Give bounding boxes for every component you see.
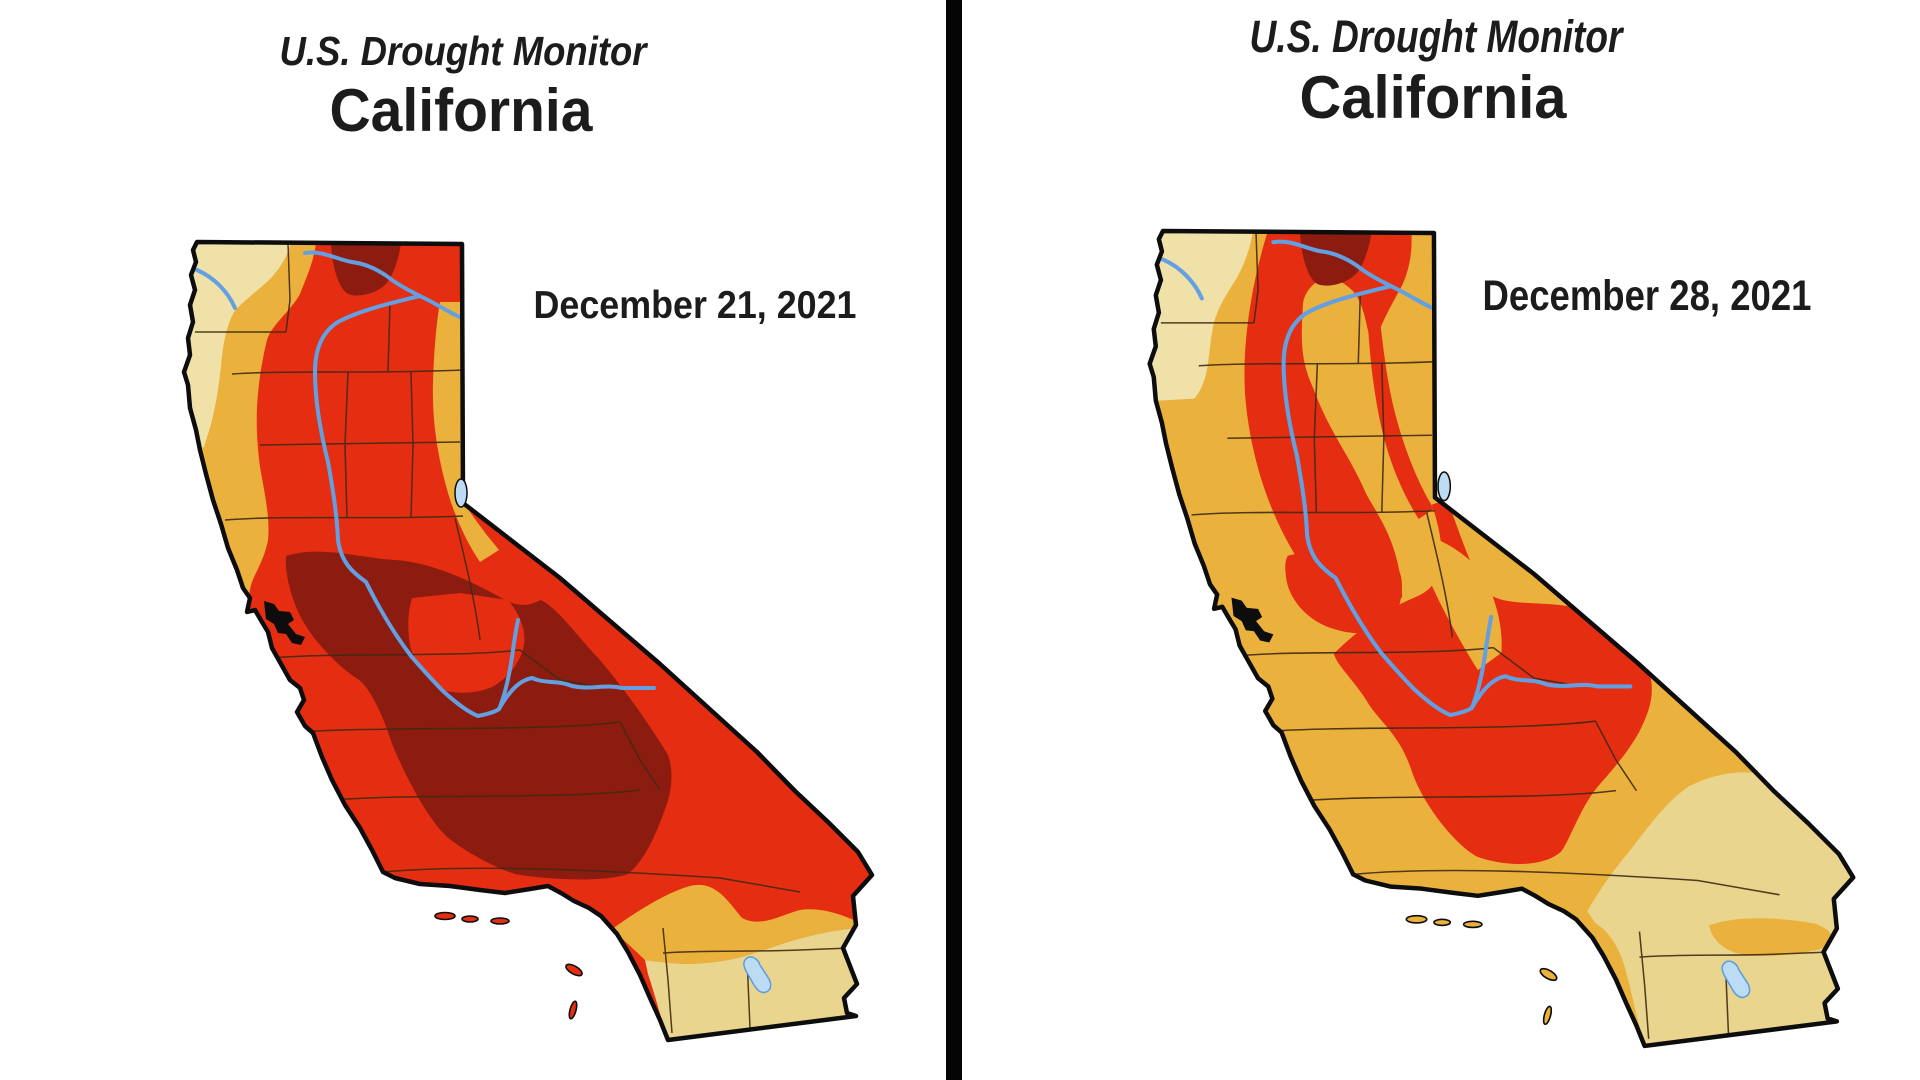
svg-text:California: California [1300,64,1568,131]
svg-text:U.S. Drought Monitor: U.S. Drought Monitor [280,28,649,74]
svg-text:December 21, 2021: December 21, 2021 [534,284,857,327]
svg-text:December 28, 2021: December 28, 2021 [1483,272,1812,320]
svg-text:U.S. Drought Monitor: U.S. Drought Monitor [1250,11,1625,62]
svg-text:California: California [330,77,594,144]
